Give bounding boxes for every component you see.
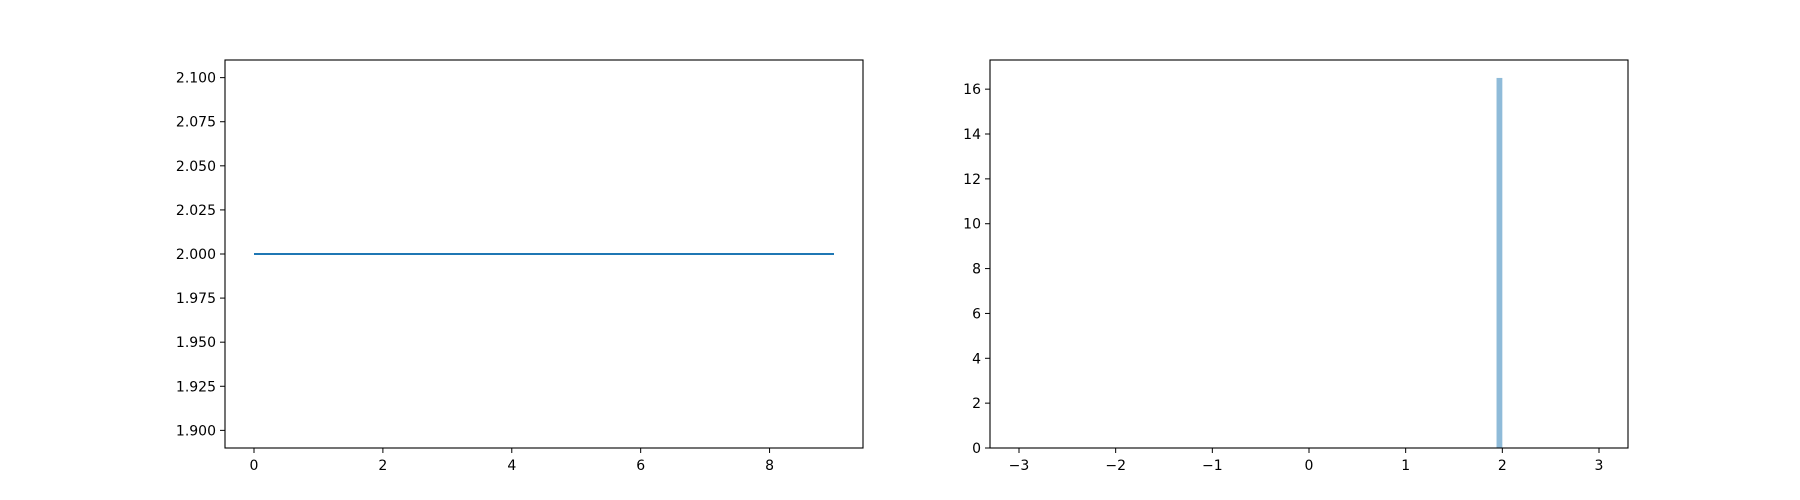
x-tick-label: 4 [507, 458, 516, 474]
x-tick-label: −3 [1009, 458, 1030, 474]
y-tick-label: 10 [963, 217, 981, 233]
x-tick-label: 8 [765, 458, 774, 474]
x-tick-label: 6 [636, 458, 645, 474]
y-tick-label: 1.925 [176, 379, 216, 395]
y-tick-label: 14 [963, 127, 981, 143]
y-tick-label: 8 [972, 262, 981, 278]
y-tick-label: 2.025 [176, 203, 216, 219]
x-tick-label: −2 [1105, 458, 1126, 474]
y-tick-label: 16 [963, 82, 981, 98]
y-tick-label: 2 [972, 396, 981, 412]
y-tick-label: 12 [963, 172, 981, 188]
histogram-bar [1496, 77, 1503, 448]
y-tick-label: 0 [972, 441, 981, 457]
line-chart: 0 2 4 6 8 1.900 1.925 1.950 1.975 2.000 2.025 2.050… [176, 59, 864, 474]
x-tick-label: 2 [378, 458, 387, 474]
x-tick-label: 0 [1305, 458, 1314, 474]
x-tick-label: 3 [1595, 458, 1604, 474]
x-tick-label: 2 [1498, 458, 1507, 474]
y-tick-label: 2.075 [176, 115, 216, 131]
x-tick-label: 1 [1401, 458, 1410, 474]
y-tick-label: 1.975 [176, 291, 216, 307]
y-tick-label: 6 [972, 306, 981, 322]
y-tick-label: 1.900 [176, 423, 216, 439]
x-tick-label: −1 [1202, 458, 1223, 474]
y-tick-label: 1.950 [176, 335, 216, 351]
x-tick-label: 0 [250, 458, 259, 474]
y-tick-label: 4 [972, 351, 981, 367]
y-tick-label: 2.100 [176, 71, 216, 87]
y-tick-label: 2.000 [176, 247, 216, 263]
y-tick-label: 2.050 [176, 159, 216, 175]
